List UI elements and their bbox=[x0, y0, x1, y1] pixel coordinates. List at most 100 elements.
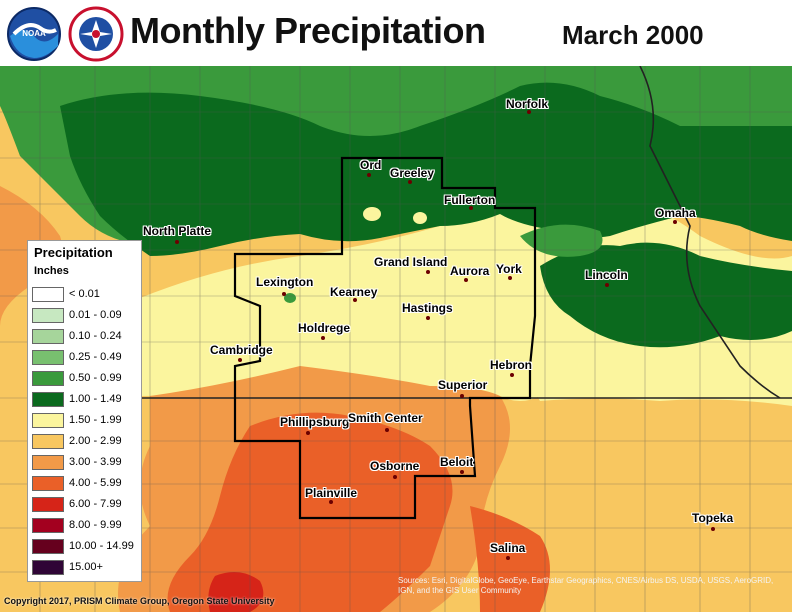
city-dot bbox=[321, 336, 325, 340]
city-label-holdrege: Holdrege bbox=[298, 321, 351, 335]
zone-1-5-2-east bbox=[520, 348, 792, 406]
city-label-osborne: Osborne bbox=[370, 459, 420, 473]
legend-label: 0.50 - 0.99 bbox=[69, 372, 122, 384]
legend-item: 1.00 - 1.49 bbox=[32, 390, 140, 409]
legend-label: 10.00 - 14.99 bbox=[69, 540, 134, 552]
city-label-norfolk: Norfolk bbox=[506, 97, 548, 111]
legend-swatch bbox=[32, 518, 64, 533]
copyright: Copyright 2017, PRISM Climate Group, Ore… bbox=[4, 596, 275, 606]
city-label-phillipsburg: Phillipsburg bbox=[280, 415, 350, 429]
legend-swatch bbox=[32, 329, 64, 344]
map-title: Monthly Precipitation bbox=[130, 10, 486, 51]
legend-item: 4.00 - 5.99 bbox=[32, 474, 140, 493]
legend-swatch bbox=[32, 560, 64, 575]
legend-label: 6.00 - 7.99 bbox=[69, 498, 122, 510]
city-dot bbox=[711, 527, 715, 531]
city-label-york: York bbox=[496, 262, 522, 276]
city-dot bbox=[175, 240, 179, 244]
legend-item: 0.50 - 0.99 bbox=[32, 369, 140, 388]
city-dot bbox=[408, 180, 412, 184]
legend-swatch bbox=[32, 413, 64, 428]
legend-swatch bbox=[32, 350, 64, 365]
legend-label: 0.25 - 0.49 bbox=[69, 351, 122, 363]
legend-swatch bbox=[32, 371, 64, 386]
city-label-salina: Salina bbox=[490, 541, 526, 555]
city-dot bbox=[393, 475, 397, 479]
city-label-omaha: Omaha bbox=[655, 206, 696, 220]
legend-label: < 0.01 bbox=[69, 288, 100, 300]
zone-1-5-2-patch-1 bbox=[363, 207, 381, 221]
zone-1-5-2-patch-2 bbox=[413, 212, 427, 224]
city-dot bbox=[353, 298, 357, 302]
city-label-cambridge: Cambridge bbox=[210, 343, 273, 357]
river-border bbox=[639, 66, 781, 399]
zone-6-8 bbox=[208, 572, 264, 612]
city-dot bbox=[527, 110, 531, 114]
zone-0-5-1-patch-2 bbox=[284, 293, 296, 303]
city-dot bbox=[460, 394, 464, 398]
legend-item: 1.50 - 1.99 bbox=[32, 411, 140, 430]
legend-swatch bbox=[32, 392, 64, 407]
city-dot bbox=[510, 373, 514, 377]
legend-label: 0.10 - 0.24 bbox=[69, 330, 122, 342]
zone-1-1-5 bbox=[60, 82, 792, 257]
city-label-topeka: Topeka bbox=[692, 511, 734, 525]
noaa-logo-text: NOAA bbox=[22, 29, 46, 38]
city-label-hastings: Hastings bbox=[402, 301, 453, 315]
legend-swatch bbox=[32, 497, 64, 512]
legend-swatch bbox=[32, 308, 64, 323]
city-label-greeley: Greeley bbox=[390, 166, 435, 180]
legend-swatch bbox=[32, 455, 64, 470]
legend-units: Inches bbox=[34, 265, 69, 277]
city-dot bbox=[469, 206, 473, 210]
zone-1-1-5-east bbox=[540, 242, 792, 348]
city-dot bbox=[464, 278, 468, 282]
city-dot bbox=[238, 358, 242, 362]
city-dot bbox=[605, 283, 609, 287]
legend-item: 10.00 - 14.99 bbox=[32, 537, 140, 556]
city-dot bbox=[385, 428, 389, 432]
city-label-kearney: Kearney bbox=[330, 285, 378, 299]
legend-item: < 0.01 bbox=[32, 285, 140, 304]
city-label-ord: Ord bbox=[360, 158, 382, 172]
legend-item: 15.00+ bbox=[32, 558, 140, 577]
legend-label: 15.00+ bbox=[69, 561, 103, 573]
legend-item: 3.00 - 3.99 bbox=[32, 453, 140, 472]
forecast-area-boundary bbox=[233, 156, 537, 520]
city-dot bbox=[306, 431, 310, 435]
zone-4-6-east bbox=[470, 506, 550, 612]
legend: Precipitation Inches < 0.01 0.01 - 0.09 0.… bbox=[27, 240, 142, 582]
city-label-grand-island: Grand Island bbox=[374, 255, 448, 269]
city-dot bbox=[282, 292, 286, 296]
city-label-aurora: Aurora bbox=[450, 264, 490, 278]
city-label-smith-center: Smith Center bbox=[348, 411, 423, 425]
legend-item: 2.00 - 2.99 bbox=[32, 432, 140, 451]
legend-label: 8.00 - 9.99 bbox=[69, 519, 122, 531]
legend-item: 6.00 - 7.99 bbox=[32, 495, 140, 514]
legend-swatch bbox=[32, 539, 64, 554]
legend-swatch bbox=[32, 287, 64, 302]
legend-label: 2.00 - 2.99 bbox=[69, 435, 122, 447]
map-subtitle: March 2000 bbox=[562, 20, 704, 50]
zone-0-5-1-patch bbox=[520, 224, 603, 257]
city-label-superior: Superior bbox=[438, 378, 488, 392]
city-label-north-platte: North Platte bbox=[143, 224, 212, 238]
city-dot bbox=[367, 173, 371, 177]
legend-swatch bbox=[32, 434, 64, 449]
noaa-logo: NOAA bbox=[7, 7, 61, 61]
city-dot bbox=[508, 276, 512, 280]
legend-title: Precipitation bbox=[34, 245, 113, 260]
legend-label: 1.50 - 1.99 bbox=[69, 414, 122, 426]
legend-item: 8.00 - 9.99 bbox=[32, 516, 140, 535]
city-label-lexington: Lexington bbox=[256, 275, 314, 289]
legend-item: 0.25 - 0.49 bbox=[32, 348, 140, 367]
city-dot bbox=[506, 556, 510, 560]
zone-4-6 bbox=[167, 412, 453, 612]
nws-logo bbox=[68, 6, 124, 62]
city-dot bbox=[329, 500, 333, 504]
legend-label: 3.00 - 3.99 bbox=[69, 456, 122, 468]
legend-item: 0.01 - 0.09 bbox=[32, 306, 140, 325]
legend-label: 1.00 - 1.49 bbox=[69, 393, 122, 405]
legend-label: 0.01 - 0.09 bbox=[69, 309, 122, 321]
city-label-hebron: Hebron bbox=[490, 358, 532, 372]
